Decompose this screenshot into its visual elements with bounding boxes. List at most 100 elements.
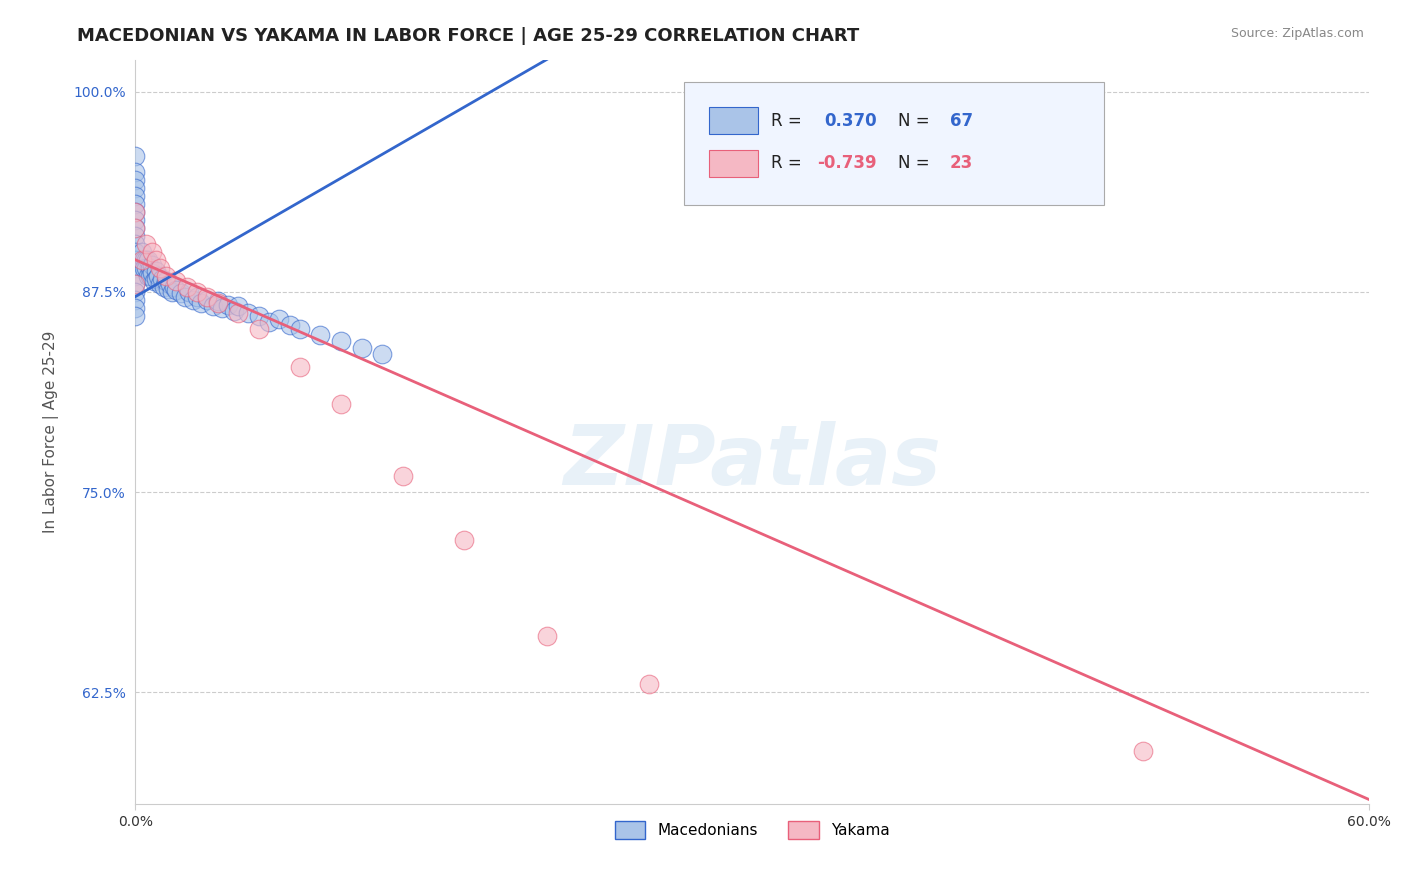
Point xyxy=(309,328,332,343)
Text: 0.370: 0.370 xyxy=(824,112,876,129)
Point xyxy=(124,180,146,194)
Point xyxy=(257,315,280,329)
Point xyxy=(238,305,260,319)
Point xyxy=(124,260,146,275)
Point xyxy=(163,280,186,294)
Text: 23: 23 xyxy=(949,154,973,172)
Point xyxy=(159,277,181,291)
Point xyxy=(169,286,191,301)
Point xyxy=(222,304,245,318)
Point xyxy=(124,309,146,323)
Point xyxy=(391,469,413,483)
Point xyxy=(186,285,208,299)
Point xyxy=(124,188,146,202)
Text: ZIPatlas: ZIPatlas xyxy=(564,421,941,502)
Point xyxy=(124,204,146,219)
Point xyxy=(350,341,373,355)
Point xyxy=(141,244,163,259)
Point xyxy=(638,677,661,691)
Point xyxy=(124,285,146,299)
Point xyxy=(132,260,155,275)
Point xyxy=(202,299,225,313)
Point xyxy=(195,293,218,307)
Point xyxy=(135,252,157,267)
Point xyxy=(124,228,146,243)
Point xyxy=(536,629,558,643)
Point xyxy=(226,305,249,319)
Point xyxy=(181,293,204,307)
Text: R =: R = xyxy=(770,112,807,129)
Point xyxy=(1132,744,1154,758)
Point xyxy=(145,272,167,286)
Point xyxy=(141,258,163,272)
Point xyxy=(162,285,184,299)
FancyBboxPatch shape xyxy=(709,107,758,134)
Point xyxy=(142,274,165,288)
Point xyxy=(141,266,163,280)
Point xyxy=(131,252,153,267)
Point xyxy=(149,277,172,291)
Point xyxy=(211,301,233,315)
Point xyxy=(288,321,311,335)
Point xyxy=(145,264,167,278)
Point xyxy=(124,164,146,178)
Point xyxy=(124,149,146,163)
Point xyxy=(132,252,155,267)
Point xyxy=(153,280,176,294)
Point xyxy=(124,293,146,307)
Point xyxy=(124,244,146,259)
Point xyxy=(150,272,173,286)
Point xyxy=(173,290,195,304)
Point xyxy=(124,277,146,291)
Point xyxy=(247,321,270,335)
Point xyxy=(124,204,146,219)
Point xyxy=(146,268,169,283)
Text: R =: R = xyxy=(770,154,807,172)
Point xyxy=(124,301,146,315)
Point xyxy=(124,236,146,251)
Text: Source: ZipAtlas.com: Source: ZipAtlas.com xyxy=(1230,27,1364,40)
Point xyxy=(371,347,394,361)
Text: N =: N = xyxy=(898,154,935,172)
Point xyxy=(149,260,172,275)
Text: MACEDONIAN VS YAKAMA IN LABOR FORCE | AGE 25-29 CORRELATION CHART: MACEDONIAN VS YAKAMA IN LABOR FORCE | AG… xyxy=(77,27,859,45)
Text: N =: N = xyxy=(898,112,935,129)
Point xyxy=(186,290,208,304)
Point xyxy=(124,268,146,283)
Point xyxy=(247,309,270,323)
Y-axis label: In Labor Force | Age 25-29: In Labor Force | Age 25-29 xyxy=(44,331,59,533)
Point xyxy=(330,334,353,349)
Point xyxy=(155,274,177,288)
Point xyxy=(136,268,159,283)
Point xyxy=(139,260,162,275)
Text: -0.739: -0.739 xyxy=(818,154,877,172)
Point xyxy=(145,252,167,267)
Point xyxy=(226,299,249,313)
Point xyxy=(278,318,301,333)
Point xyxy=(166,283,188,297)
Point xyxy=(207,296,229,310)
Point xyxy=(217,298,239,312)
Point xyxy=(330,397,353,411)
Point xyxy=(135,260,157,275)
Point xyxy=(124,252,146,267)
Point xyxy=(124,172,146,186)
Point xyxy=(195,290,218,304)
Point xyxy=(135,236,157,251)
Text: 67: 67 xyxy=(949,112,973,129)
Point xyxy=(288,360,311,375)
Point xyxy=(136,252,159,267)
Point xyxy=(207,294,229,309)
Point xyxy=(124,277,146,291)
Point xyxy=(190,296,212,310)
Point xyxy=(131,244,153,259)
Point xyxy=(124,212,146,227)
Point xyxy=(176,280,198,294)
Point xyxy=(166,274,188,288)
Point xyxy=(124,220,146,235)
Legend: Macedonians, Yakama: Macedonians, Yakama xyxy=(609,815,896,845)
FancyBboxPatch shape xyxy=(709,150,758,177)
Point xyxy=(139,268,162,283)
Point xyxy=(453,533,475,547)
Point xyxy=(124,196,146,211)
